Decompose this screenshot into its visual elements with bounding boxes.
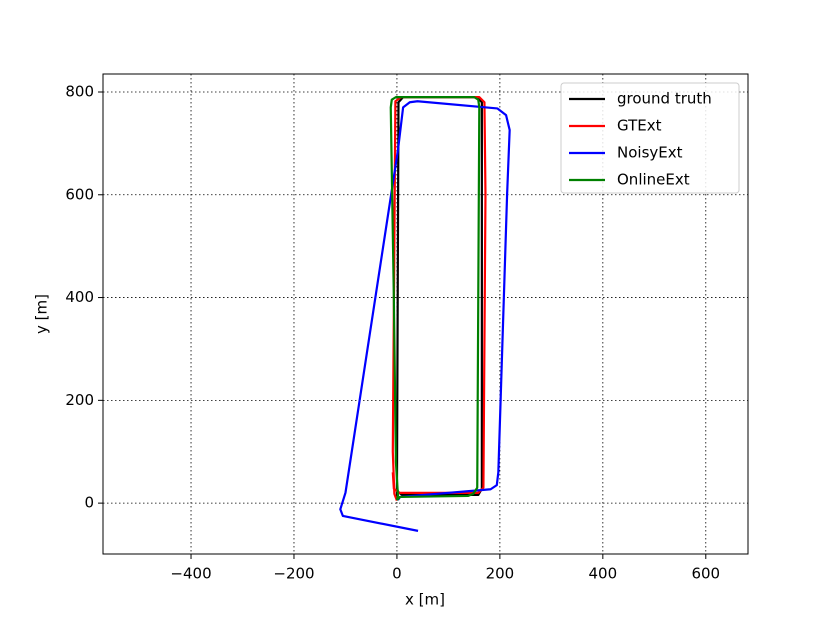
y-tick-label: 400 — [65, 288, 94, 306]
y-tick-label: 200 — [65, 391, 94, 409]
y-axis-label: y [m] — [33, 294, 51, 334]
x-tick-label: −400 — [170, 565, 211, 583]
legend-label: GTExt — [617, 117, 662, 135]
y-tick-label: 0 — [84, 494, 94, 512]
trajectory — [391, 96, 487, 501]
x-tick-label: 0 — [392, 565, 402, 583]
plot-frame — [102, 73, 749, 555]
trajectory — [389, 96, 481, 501]
legend-box — [560, 82, 740, 194]
lines — [339, 96, 511, 532]
trajectory — [339, 100, 511, 532]
legend-label: NoisyExt — [617, 144, 683, 162]
x-axis-label: x [m] — [405, 591, 445, 609]
x-tick-label: 400 — [589, 565, 618, 583]
x-tick-label: 200 — [486, 565, 515, 583]
trajectory — [395, 96, 483, 501]
legend-label: OnlineExt — [617, 171, 690, 189]
y-tick-label: 800 — [65, 82, 94, 100]
x-tick-label: 600 — [691, 565, 720, 583]
y-tick-label: 600 — [65, 185, 94, 203]
legend-label: ground truth — [617, 90, 712, 108]
x-tick-label: −200 — [273, 565, 314, 583]
ticks: −400 −200 0 200 400 600 0 200 400 600 800 — [65, 82, 720, 582]
legend: ground truth GTExt NoisyExt OnlineExt — [560, 82, 740, 194]
